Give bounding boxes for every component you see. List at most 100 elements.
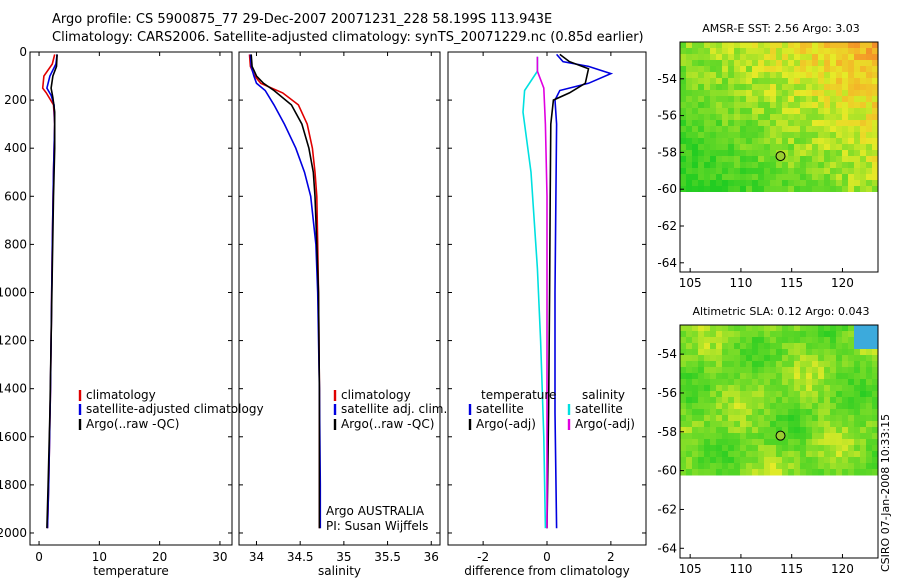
sla_map-cell — [710, 445, 717, 452]
sla_map-cell — [854, 427, 861, 434]
sst_map-cell — [722, 126, 729, 133]
sst_map-cell — [764, 150, 771, 157]
difference-series-1 — [546, 53, 590, 529]
sla_map-cell — [698, 325, 705, 332]
sst_map-cell — [734, 102, 741, 109]
sst_map-cell — [800, 90, 807, 97]
sla_map-cell — [752, 439, 759, 446]
sst_map-cell — [734, 108, 741, 115]
sst_map-cell — [746, 84, 753, 91]
sst_map-field — [680, 42, 878, 192]
sst_map-cell — [746, 78, 753, 85]
sst_map-cell — [758, 66, 765, 73]
sla_map-cell — [830, 379, 837, 386]
sst_map-cell — [710, 42, 717, 49]
sst_map-cell — [794, 120, 801, 127]
sst_map-cell — [794, 72, 801, 79]
sst_map-cell — [782, 174, 789, 181]
sla_map-cell — [704, 451, 711, 458]
sla_map-cell — [842, 379, 849, 386]
sla_map-cell — [782, 445, 789, 452]
difference-series-3 — [536, 56, 548, 529]
sst_map-cell — [716, 60, 723, 67]
sst_map-cell — [770, 84, 777, 91]
sst_map-cell — [776, 138, 783, 145]
sla_map-cell — [734, 325, 741, 332]
sst_map-cell — [752, 168, 759, 175]
sla_map-cell — [860, 373, 867, 380]
sla_map-cell — [686, 463, 693, 470]
sst_map-cell — [806, 162, 813, 169]
sst_map-cell — [776, 186, 783, 192]
sla_map-cell — [686, 337, 693, 344]
salinity-frame — [238, 51, 441, 546]
sla_map-cell — [680, 427, 687, 434]
sla_map-cell — [872, 361, 878, 368]
sst_map-cell — [806, 66, 813, 73]
sst_map-cell — [692, 96, 699, 103]
sla_map-cell — [686, 379, 693, 386]
sla_map-cell — [860, 391, 867, 398]
sla_map-frame — [679, 324, 879, 559]
sst_map-cell — [770, 138, 777, 145]
sst_map-cell — [830, 90, 837, 97]
sst_map-cell — [812, 132, 819, 139]
sla_map-cell — [692, 415, 699, 422]
sst_map-cell — [692, 90, 699, 97]
sla_map-cell — [794, 409, 801, 416]
sla_map-cell — [830, 427, 837, 434]
sst_map-cell — [788, 66, 795, 73]
sla_map-cell — [860, 439, 867, 446]
sst_map-cell — [866, 84, 873, 91]
sst_map-cell — [848, 108, 855, 115]
sst_map-cell — [812, 114, 819, 121]
sst_map-cell — [806, 138, 813, 145]
sst_map-cell — [782, 186, 789, 192]
sla_map-cell — [812, 349, 819, 356]
sla_map-cell — [860, 421, 867, 428]
sst_map-cell — [806, 108, 813, 115]
sst_map-cell — [776, 72, 783, 79]
sst_map-cell — [716, 72, 723, 79]
sst_map-cell — [818, 132, 825, 139]
sst_map-cell — [836, 78, 843, 85]
sst_map-cell — [746, 126, 753, 133]
sst_map-cell — [704, 186, 711, 192]
sst_map-cell — [770, 132, 777, 139]
sla_map-cell — [710, 451, 717, 458]
sst_map-cell — [752, 96, 759, 103]
sst_map-cell — [836, 108, 843, 115]
sst_map-cell — [854, 60, 861, 67]
sla_map-cell — [830, 403, 837, 410]
sla_map-cell — [740, 463, 747, 470]
sla_map-cell — [704, 343, 711, 350]
sla_map-cell — [686, 361, 693, 368]
sst_map-cell — [692, 180, 699, 187]
sla_map-cell — [806, 463, 813, 470]
sst_map-cell — [764, 108, 771, 115]
salinity-xtick-label: 34.5 — [287, 550, 314, 564]
sst_map-cell — [854, 138, 861, 145]
sst_map-cell — [686, 48, 693, 55]
sla_map-cell — [818, 373, 825, 380]
sst_map-cell — [686, 126, 693, 133]
sla_map-cell — [716, 331, 723, 338]
sla_map-cell — [794, 343, 801, 350]
sst_map-cell — [848, 144, 855, 151]
sst_map-cell — [686, 186, 693, 192]
sst_map-cell — [698, 54, 705, 61]
sst_map-cell — [842, 66, 849, 73]
sla_map-cell — [872, 457, 878, 464]
sla_map-cell — [764, 325, 771, 332]
sla_map-cell — [740, 457, 747, 464]
sst_map-cell — [758, 102, 765, 109]
sst_map-cell — [758, 162, 765, 169]
sst_map-cell — [812, 180, 819, 187]
sst_map-cell — [854, 150, 861, 157]
sla_map-ytick-label: -64 — [657, 541, 677, 555]
sla_map-cell — [704, 337, 711, 344]
sla_map-cell — [860, 325, 867, 332]
sst_map-cell — [836, 144, 843, 151]
sst_map-cell — [848, 60, 855, 67]
sla_map-cell — [680, 355, 687, 362]
